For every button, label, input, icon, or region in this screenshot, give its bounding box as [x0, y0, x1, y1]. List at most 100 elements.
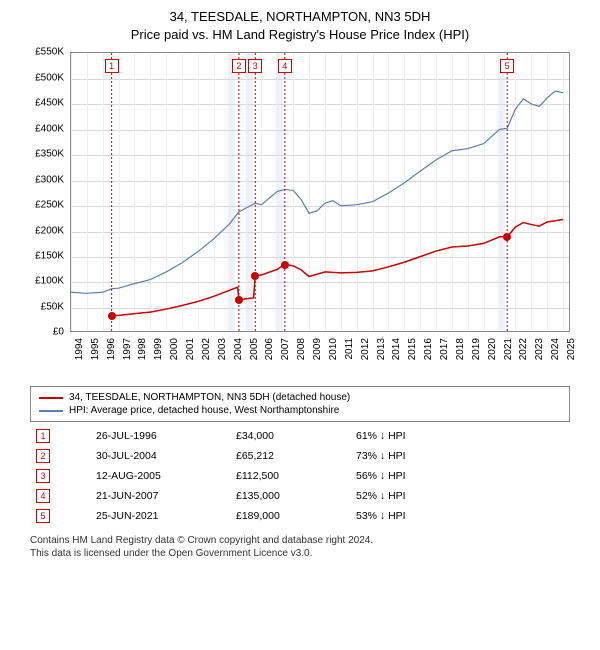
sale-dot: [235, 296, 243, 304]
sale-marker-box: 3: [248, 59, 262, 73]
x-tick-label: 2009: [312, 338, 323, 360]
series-hpi: [71, 92, 563, 294]
table-row: 5 25-JUN-2021£189,00053% ↓ HPI: [30, 506, 570, 526]
sale-marker-box: 5: [500, 59, 514, 73]
x-tick-label: 2023: [534, 338, 545, 360]
x-tick-label: 2001: [185, 338, 196, 360]
y-tick-label: £50K: [41, 301, 64, 312]
y-tick-label: £0: [53, 327, 64, 338]
plot-area: 12345: [70, 52, 570, 332]
x-tick-label: 2025: [566, 338, 577, 360]
x-tick-label: 2002: [201, 338, 212, 360]
sale-date: 12-AUG-2005: [90, 466, 230, 486]
sale-number-box: 1: [36, 429, 50, 443]
footer: Contains HM Land Registry data © Crown c…: [30, 534, 570, 568]
x-tick-label: 1994: [74, 338, 85, 360]
x-tick-label: 2014: [391, 338, 402, 360]
x-tick-label: 2017: [439, 338, 450, 360]
sale-number-box: 3: [36, 469, 50, 483]
sale-date: 25-JUN-2021: [90, 506, 230, 526]
y-tick-label: £350K: [35, 149, 64, 160]
x-tick-label: 2012: [360, 338, 371, 360]
sale-number-box: 5: [36, 509, 50, 523]
x-tick-label: 1998: [137, 338, 148, 360]
sale-date: 26-JUL-1996: [90, 426, 230, 446]
y-tick-label: £100K: [35, 276, 64, 287]
y-axis-labels: £0£50K£100K£150K£200K£250K£300K£350K£400…: [20, 52, 68, 332]
legend-swatch: [39, 397, 63, 399]
footer-line: Contains HM Land Registry data © Crown c…: [30, 534, 570, 547]
sale-number-box: 4: [36, 489, 50, 503]
footer-line: This data is licensed under the Open Gov…: [30, 547, 570, 560]
legend-row: 34, TEESDALE, NORTHAMPTON, NN3 5DH (deta…: [39, 391, 561, 404]
sale-number-box: 2: [36, 449, 50, 463]
x-tick-label: 2021: [503, 338, 514, 360]
x-tick-label: 2015: [407, 338, 418, 360]
x-tick-label: 2008: [296, 338, 307, 360]
sale-price: £65,212: [230, 446, 350, 466]
x-tick-label: 2003: [217, 338, 228, 360]
sale-dot: [281, 261, 289, 269]
x-tick-label: 2022: [518, 338, 529, 360]
sale-marker-box: 4: [278, 59, 292, 73]
y-tick-label: £250K: [35, 200, 64, 211]
legend: 34, TEESDALE, NORTHAMPTON, NN3 5DH (deta…: [30, 386, 570, 422]
x-tick-label: 2011: [344, 338, 355, 360]
x-tick-label: 2005: [249, 338, 260, 360]
x-tick-label: 2018: [455, 338, 466, 360]
x-tick-label: 2013: [376, 338, 387, 360]
sale-price: £34,000: [230, 426, 350, 446]
legend-row: HPI: Average price, detached house, West…: [39, 404, 561, 417]
x-tick-label: 2019: [471, 338, 482, 360]
x-tick-label: 2024: [550, 338, 561, 360]
sale-date: 21-JUN-2007: [90, 486, 230, 506]
sale-marker-box: 1: [105, 59, 119, 73]
table-row: 3 12-AUG-2005£112,50056% ↓ HPI: [30, 466, 570, 486]
sale-delta: 73% ↓ HPI: [350, 446, 570, 466]
y-tick-label: £200K: [35, 225, 64, 236]
y-tick-label: £150K: [35, 251, 64, 262]
title-block: 34, TEESDALE, NORTHAMPTON, NN3 5DH Price…: [0, 8, 600, 44]
page-subtitle: Price paid vs. HM Land Registry's House …: [0, 26, 600, 44]
x-tick-label: 1997: [122, 338, 133, 360]
sale-price: £189,000: [230, 506, 350, 526]
x-tick-label: 1999: [153, 338, 164, 360]
legend-swatch: [39, 410, 63, 412]
sale-delta: 52% ↓ HPI: [350, 486, 570, 506]
x-tick-label: 2020: [487, 338, 498, 360]
sale-delta: 53% ↓ HPI: [350, 506, 570, 526]
chart-lines: [71, 53, 569, 331]
page-title: 34, TEESDALE, NORTHAMPTON, NN3 5DH: [0, 8, 600, 26]
table-row: 4 21-JUN-2007£135,00052% ↓ HPI: [30, 486, 570, 506]
y-tick-label: £550K: [35, 47, 64, 58]
sale-delta: 56% ↓ HPI: [350, 466, 570, 486]
sale-dot: [108, 312, 116, 320]
x-tick-label: 1995: [90, 338, 101, 360]
sale-price: £112,500: [230, 466, 350, 486]
series-property: [112, 220, 563, 316]
sale-delta: 61% ↓ HPI: [350, 426, 570, 446]
sale-dot: [503, 233, 511, 241]
sale-dot: [251, 272, 259, 280]
table-row: 1 26-JUL-1996£34,00061% ↓ HPI: [30, 426, 570, 446]
x-tick-label: 1996: [106, 338, 117, 360]
chart-container: 34, TEESDALE, NORTHAMPTON, NN3 5DH Price…: [0, 0, 600, 568]
x-tick-label: 2006: [264, 338, 275, 360]
chart-area: £0 £50K £100K £150K £200K £250K £300K £350K £400…: [20, 50, 580, 380]
legend-label: HPI: Average price, detached house, West…: [69, 405, 339, 416]
y-tick-label: £500K: [35, 72, 64, 83]
sale-marker-box: 2: [232, 59, 246, 73]
table-row: 2 30-JUL-2004£65,21273% ↓ HPI: [30, 446, 570, 466]
y-tick-label: £450K: [35, 98, 64, 109]
x-tick-label: 2010: [328, 338, 339, 360]
y-tick-label: £300K: [35, 174, 64, 185]
sale-price: £135,000: [230, 486, 350, 506]
x-tick-label: 2016: [423, 338, 434, 360]
sale-date: 30-JUL-2004: [90, 446, 230, 466]
x-tick-label: 2007: [280, 338, 291, 360]
sales-table: 1 26-JUL-1996£34,00061% ↓ HPI 2 30-JUL-2004…: [30, 426, 570, 526]
x-tick-label: 2004: [233, 338, 244, 360]
legend-label: 34, TEESDALE, NORTHAMPTON, NN3 5DH (deta…: [69, 392, 350, 403]
x-tick-label: 2000: [169, 338, 180, 360]
y-tick-label: £400K: [35, 123, 64, 134]
